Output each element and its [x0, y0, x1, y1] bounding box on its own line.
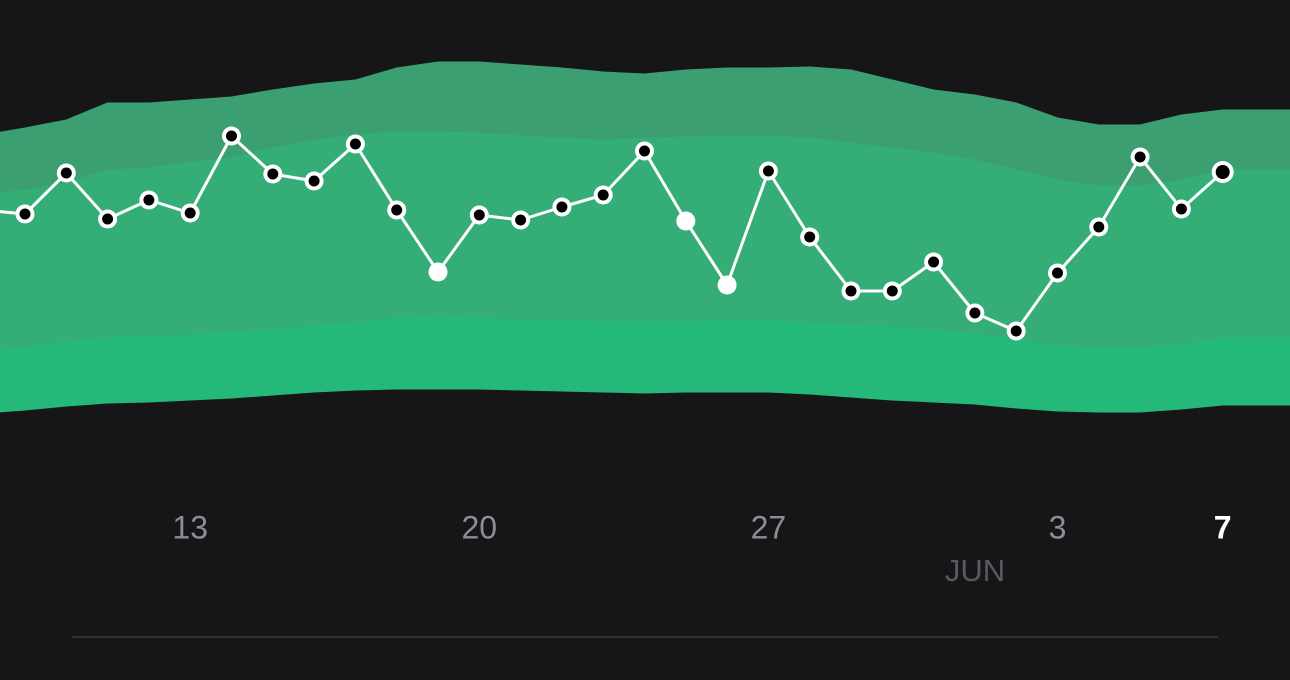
point [717, 275, 737, 295]
point [1006, 321, 1026, 341]
point [387, 200, 407, 220]
point [1048, 263, 1067, 283]
point-center [391, 204, 403, 216]
point-center [639, 145, 650, 157]
point [924, 252, 944, 272]
point [552, 197, 572, 217]
point [676, 211, 696, 231]
point [56, 163, 76, 183]
x-tick-label: 7 [1214, 509, 1232, 545]
point-center [515, 214, 527, 226]
point-center [1134, 151, 1146, 163]
point-center [762, 165, 774, 177]
point-center [1093, 221, 1105, 233]
point-center [1175, 203, 1187, 215]
point [263, 164, 283, 184]
point [345, 134, 365, 154]
point [1089, 217, 1109, 237]
point-center [1052, 267, 1063, 279]
point-center [556, 201, 568, 213]
point-center [886, 285, 898, 297]
point-center [349, 138, 361, 150]
point-center [473, 209, 485, 221]
point-center [267, 168, 279, 180]
point [800, 227, 820, 247]
point-center [308, 175, 320, 187]
point-ring [428, 262, 448, 282]
point [428, 262, 448, 282]
x-tick-label: 3 [1049, 509, 1067, 545]
point [635, 141, 654, 161]
point [469, 205, 489, 225]
point [841, 281, 861, 301]
x-tick-label: 27 [751, 509, 787, 545]
point [511, 210, 531, 230]
point [1211, 161, 1234, 183]
point-center [143, 194, 155, 206]
point [593, 185, 613, 205]
point [882, 281, 902, 301]
point-center [226, 130, 237, 142]
point-center [804, 231, 816, 243]
point-ring [717, 275, 737, 295]
month-label: JUN [945, 553, 1005, 588]
point [180, 203, 200, 223]
point-center [969, 307, 981, 319]
x-tick-label: 20 [462, 509, 498, 545]
point [15, 204, 35, 224]
point [1130, 147, 1150, 167]
point [304, 171, 324, 191]
band [0, 316, 1290, 413]
point-center [597, 189, 609, 201]
point [98, 209, 118, 229]
point [1171, 199, 1191, 219]
point-center [184, 207, 196, 219]
point-center [102, 213, 114, 225]
point-center [1215, 165, 1230, 179]
point-ring [676, 211, 696, 231]
point [965, 303, 985, 323]
point-center [928, 256, 940, 268]
point [139, 190, 159, 210]
point-center [19, 208, 31, 220]
x-tick-label: 13 [172, 509, 208, 545]
point [758, 161, 778, 181]
point [222, 126, 241, 146]
point-center [60, 167, 72, 179]
point-center [845, 285, 857, 297]
point-center [1010, 325, 1022, 337]
